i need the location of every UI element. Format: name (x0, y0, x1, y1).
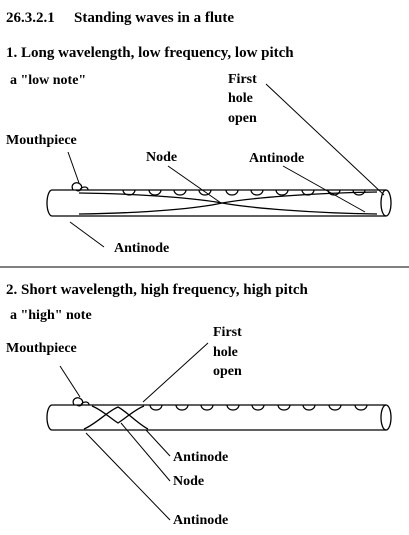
panel-high-subheading: a "high" note (10, 308, 92, 323)
low-pointer-lines (67, 83, 385, 248)
high-first-hole-label-line2: hole (213, 345, 238, 360)
low-tone-holes (122, 189, 366, 196)
panel-high-note: 2. Short wavelength, high frequency, hig… (6, 282, 392, 528)
low-first-hole-label-line2: hole (228, 91, 253, 106)
low-first-hole-label-line3: open (228, 111, 257, 126)
low-standing-wave (78, 191, 378, 215)
low-antinode-bottom-label: Antinode (114, 241, 169, 256)
high-mouthpiece-label: Mouthpiece (6, 341, 77, 356)
panel-low-note: 1. Long wavelength, low frequency, low p… (6, 45, 392, 256)
high-tone-holes (149, 404, 368, 411)
low-node-label: Node (146, 150, 177, 165)
high-antinode-lower-label: Antinode (173, 513, 228, 528)
high-first-hole-label-line1: First (213, 325, 242, 340)
high-standing-wave (83, 405, 149, 430)
low-mouthpiece-label: Mouthpiece (6, 133, 77, 148)
high-mouthpiece-icon (72, 397, 90, 407)
section-number: 26.3.2.1 (6, 10, 55, 26)
high-pointer-lines (59, 342, 209, 521)
panel-low-subheading: a "low note" (10, 73, 86, 88)
panel-low-heading: 1. Long wavelength, low frequency, low p… (6, 45, 294, 61)
low-flute-tube (46, 189, 392, 217)
low-antinode-right-label: Antinode (249, 151, 304, 166)
low-mouthpiece-icon (71, 182, 89, 192)
low-first-hole-label-line1: First (228, 72, 257, 87)
high-antinode-upper-label: Antinode (173, 450, 228, 465)
high-node-label: Node (173, 474, 204, 489)
section-title: Standing waves in a flute (74, 10, 234, 26)
panel-high-heading: 2. Short wavelength, high frequency, hig… (6, 282, 309, 298)
high-flute-tube (46, 404, 392, 431)
high-first-hole-label-line3: open (213, 364, 242, 379)
